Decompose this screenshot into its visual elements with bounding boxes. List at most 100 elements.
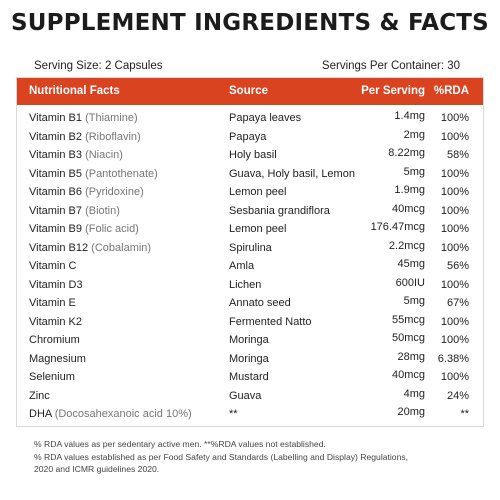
table-row: Vitamin K2 Fermented Natto 55mcg 100%: [17, 313, 483, 332]
nutrient-source: Lemon peel: [229, 186, 287, 198]
servings-per-container: Servings Per Container: 30: [321, 60, 460, 72]
nutrient-rda: 100%: [440, 167, 469, 180]
nutrient-label: Vitamin B6: [29, 186, 82, 198]
table-row: Zinc Guava 4mg 24%: [17, 387, 483, 406]
nutrient-rda: 58%: [446, 149, 469, 161]
nutrient-name: Vitamin E: [29, 297, 76, 309]
footnote-2: % RDA values established as per Food Saf…: [34, 451, 409, 462]
nutrient-label: Vitamin B1: [29, 112, 82, 124]
nutrient-amount: 50mcg: [391, 332, 425, 344]
footnotes: % RDA values as per sedentary active men…: [34, 438, 484, 476]
nutrient-note: (Cobalamin): [91, 241, 152, 254]
nutrient-name: Selenium: [29, 371, 75, 383]
nutrient-label: Vitamin B2: [29, 130, 82, 143]
nutrient-label: Vitamin C: [29, 260, 77, 272]
nutrient-note: (Pantothenate): [85, 167, 158, 180]
nutrient-amount: 20mg: [397, 406, 425, 418]
nutrient-label: Chromium: [29, 334, 80, 346]
table-row: Vitamin E Annato seed 5mg 67%: [17, 294, 483, 313]
table-row: Vitamin B12 (Cobalamin) Spirulina 2.2mcg 10…: [17, 239, 483, 258]
nutrient-source: **: [229, 408, 238, 420]
header-nutritional-facts: Nutritional Facts: [29, 85, 120, 97]
nutrient-note: (Folic acid): [85, 223, 139, 235]
nutrient-name: Chromium: [29, 334, 80, 346]
table-row: Vitamin B2 (Riboflavin) Papaya 2mg 100%: [17, 128, 483, 147]
table-row: Selenium Mustard 40mcg 100%: [17, 368, 483, 387]
footnote-3: 2020 and ICMR guidelines 2020.: [34, 464, 160, 474]
nutrient-label: DHA: [29, 408, 52, 420]
nutrient-amount: 40mcg: [391, 202, 425, 215]
nutrient-label: Selenium: [29, 371, 75, 383]
nutrient-name: Magnesium: [29, 353, 86, 365]
nutrient-source: Moringa: [229, 352, 269, 365]
nutrient-amount: 5mg: [403, 295, 425, 307]
nutrient-rda: 56%: [446, 260, 469, 272]
nutrient-amount: 28mg: [397, 350, 425, 363]
footnote-1: % RDA values as per sedentary active men…: [34, 439, 326, 449]
table-row: Vitamin B6 (Pyridoxine) Lemon peel 1.9mg 10…: [17, 183, 483, 202]
table-row: Vitamin B1 (Thiamine) Papaya leaves 1.4mg 1…: [17, 109, 483, 128]
nutrient-name: Vitamin B9 (Folic acid): [29, 223, 139, 235]
nutrient-label: Zinc: [29, 389, 50, 402]
nutrient-rda: 100%: [440, 371, 469, 383]
nutrient-note: (Biotin): [85, 204, 120, 217]
nutrient-amount: 5mg: [403, 165, 425, 178]
nutrient-source: Papaya leaves: [229, 112, 302, 124]
nutrient-name: Vitamin C: [29, 260, 76, 272]
nutrient-name: Vitamin B5 (Pantothenate): [29, 168, 158, 180]
table-row: Vitamin B5 (Pantothenate) Guava, Holy bas…: [17, 165, 483, 184]
nutrient-amount: 40mcg: [391, 369, 425, 381]
nutrient-source: Guava, Holy basil, Lemon: [229, 167, 355, 180]
nutrient-name: Vitamin B6 (Pyridoxine): [29, 186, 144, 198]
nutrient-rda: 100%: [440, 241, 469, 254]
nutrient-rda: 67%: [446, 297, 469, 309]
nutrient-label: Vitamin B12: [29, 241, 89, 254]
nutrient-rda: 100%: [440, 112, 469, 124]
nutrient-source: Sesbania grandiflora: [229, 204, 330, 217]
nutrient-rda: 100%: [440, 223, 469, 235]
nutrient-label: Vitamin B9: [29, 223, 82, 235]
nutrient-name: Vitamin B7 (Biotin): [29, 205, 120, 217]
nutrient-amount: 45mg: [397, 258, 425, 270]
nutrient-rda: 100%: [440, 315, 469, 328]
table-row: Vitamin B3 (Niacin) Holy basil 8.22mg 58%: [17, 146, 483, 165]
table-row: Vitamin B9 (Folic acid) Lemon peel 176.47m…: [17, 220, 483, 239]
nutrient-source: Guava: [229, 389, 262, 402]
nutrient-note: (Pyridoxine): [85, 186, 144, 198]
nutrient-note: (Docosahexanoic acid 10%): [54, 408, 192, 420]
nutrient-amount: 4mg: [403, 387, 425, 400]
nutrient-source: Fermented Natto: [229, 315, 312, 328]
serving-size: Serving Size: 2 Capsules: [34, 60, 163, 72]
nutrient-amount: 600IU: [395, 276, 425, 289]
nutrient-label: Vitamin B3: [29, 149, 82, 161]
nutrient-rda: 100%: [440, 186, 469, 198]
table-header: Nutritional Facts Source Per Serving %RD…: [17, 78, 483, 105]
header-rda: %RDA: [433, 85, 469, 97]
header-source: Source: [229, 85, 268, 97]
nutrient-rda: 6.38%: [437, 352, 469, 365]
table-row: Chromium Moringa 50mcg 100%: [17, 331, 483, 350]
nutrient-name: DHA (Docosahexanoic acid 10%): [29, 408, 192, 420]
nutrient-amount: 8.22mg: [388, 147, 425, 159]
nutrient-label: Vitamin K2: [29, 315, 82, 328]
nutrient-amount: 1.9mg: [394, 184, 425, 196]
nutrient-name: Vitamin B2 (Riboflavin): [29, 131, 141, 143]
nutrient-source: Holy basil: [229, 149, 277, 161]
nutrient-rda: 24%: [446, 389, 469, 402]
nutrient-source: Papaya: [229, 130, 267, 143]
table-row: Vitamin B7 (Biotin) Sesbania grandiflora 4…: [17, 202, 483, 221]
table-row: Vitamin D3 Lichen 600IU 100%: [17, 276, 483, 295]
nutrient-name: Vitamin D3: [29, 279, 83, 291]
nutrient-source: Amla: [229, 260, 255, 272]
nutrient-source: Lemon peel: [229, 223, 287, 235]
nutrient-amount: 2mg: [403, 128, 425, 141]
nutrient-label: Vitamin D3: [29, 278, 83, 291]
nutrient-name: Vitamin B12 (Cobalamin): [29, 242, 151, 254]
nutrient-source: Spirulina: [229, 241, 272, 254]
nutrient-name: Vitamin B3 (Niacin): [29, 149, 123, 161]
nutrient-note: (Thiamine): [85, 112, 138, 124]
nutrient-name: Zinc: [29, 390, 50, 402]
nutrient-amount: 1.4mg: [394, 110, 425, 122]
nutrient-amount: 55mcg: [391, 313, 425, 326]
nutrient-note: (Riboflavin): [85, 130, 141, 143]
